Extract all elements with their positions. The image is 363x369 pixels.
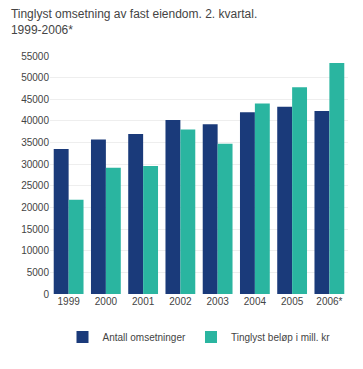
svg-text:2005: 2005 [281, 296, 304, 307]
svg-text:2001: 2001 [132, 296, 155, 307]
svg-text:50000: 50000 [21, 72, 49, 83]
svg-text:25000: 25000 [21, 180, 49, 191]
svg-text:10000: 10000 [21, 245, 49, 256]
svg-text:5000: 5000 [27, 267, 50, 278]
svg-text:1999: 1999 [58, 296, 81, 307]
svg-text:20000: 20000 [21, 202, 49, 213]
svg-text:45000: 45000 [21, 94, 49, 105]
svg-text:35000: 35000 [21, 137, 49, 148]
svg-text:15000: 15000 [21, 224, 49, 235]
svg-text:2000: 2000 [95, 296, 118, 307]
svg-text:2004: 2004 [244, 296, 267, 307]
svg-text:Tinglyst omsetning av fast eie: Tinglyst omsetning av fast eiendom. 2. k… [11, 7, 257, 37]
svg-text:Tinglyst beløp i mill. kr: Tinglyst beløp i mill. kr [231, 332, 330, 343]
svg-text:2006*: 2006* [316, 296, 342, 307]
svg-text:2003: 2003 [207, 296, 230, 307]
svg-text:40000: 40000 [21, 115, 49, 126]
svg-text:Antall omsetninger: Antall omsetninger [103, 332, 186, 343]
svg-text:55000: 55000 [21, 51, 49, 62]
svg-text:30000: 30000 [21, 159, 49, 170]
svg-text:2002: 2002 [169, 296, 192, 307]
svg-text:0: 0 [43, 289, 49, 300]
